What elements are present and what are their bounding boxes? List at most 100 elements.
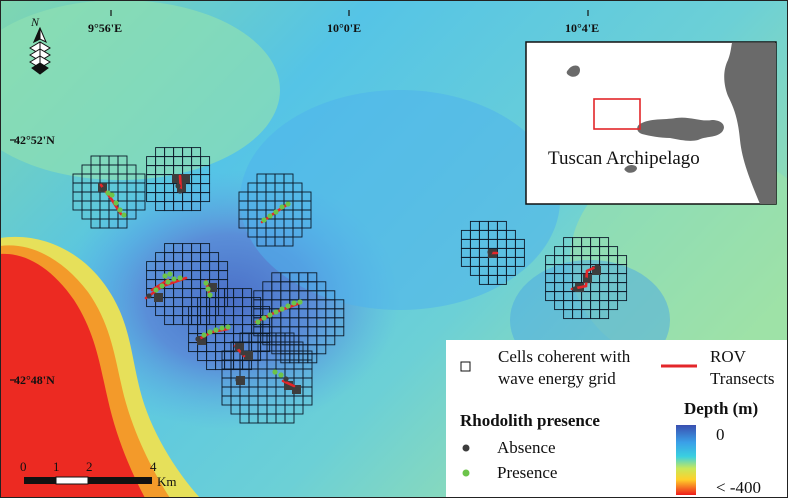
presence-point <box>225 324 231 330</box>
coast-red-band <box>0 253 145 498</box>
absence-point <box>234 344 240 350</box>
presence-point <box>285 303 291 309</box>
highlighted-cell <box>181 174 190 183</box>
legend-rov-label: ROV <box>710 347 747 366</box>
highlighted-cell <box>284 381 293 390</box>
presence-point <box>113 200 119 206</box>
absence-point <box>146 293 152 299</box>
highlighted-cell <box>292 385 301 394</box>
presence-point <box>117 207 123 213</box>
presence-point <box>167 271 173 277</box>
presence-point <box>201 332 207 338</box>
latitude-label: 42°52'N <box>14 133 55 147</box>
absence-point <box>594 264 600 270</box>
graticule-top: 9°56'E 10°0'E 10°4'E 42°52'N 42°48'N <box>10 10 599 387</box>
shallow-patch <box>0 0 280 180</box>
presence-point <box>207 329 213 335</box>
grid-cell <box>200 192 211 203</box>
inset-elba <box>637 117 724 141</box>
grid-cell <box>135 200 146 211</box>
longitude-label: 9°56'E <box>88 21 122 35</box>
highlighted-cell <box>592 266 601 275</box>
presence-point <box>205 286 211 292</box>
inset-map: Tuscan Archipelago <box>525 41 777 205</box>
presence-point <box>213 327 219 333</box>
highlighted-cell <box>208 283 217 292</box>
depth-colorbar <box>676 425 696 495</box>
inset-mainland <box>724 43 776 204</box>
absence-swatch <box>462 444 470 452</box>
grid-cell <box>126 209 137 220</box>
presence-point <box>171 276 177 282</box>
grid-cell <box>302 395 313 406</box>
highlighted-cell <box>172 174 181 183</box>
grid-cell <box>242 360 253 371</box>
legend-cells-label: wave energy grid <box>498 369 616 388</box>
presence-point <box>261 217 267 223</box>
longitude-label: 10°0'E <box>327 21 361 35</box>
rhodolith-points <box>101 183 600 383</box>
scale-unit: Km <box>157 474 177 489</box>
grid-cell <box>293 404 304 415</box>
highlighted-cell <box>197 336 206 345</box>
absence-point <box>235 377 241 383</box>
grid-cell <box>608 300 619 311</box>
presence-point <box>291 300 297 306</box>
legend-depth-title: Depth (m) <box>684 399 758 418</box>
inset-island <box>624 165 637 173</box>
presence-point <box>121 212 127 218</box>
grid-cell <box>316 344 327 355</box>
scale-tick-label: 2 <box>86 459 93 474</box>
presence-point <box>285 201 291 207</box>
absence-point <box>240 350 246 356</box>
presence-point <box>297 299 303 305</box>
absence-point <box>572 286 578 292</box>
presence-point <box>273 209 279 215</box>
inset-island <box>566 65 580 77</box>
presence-point <box>105 190 111 196</box>
longitude-label: 10°4'E <box>565 21 599 35</box>
grid-cell <box>617 291 628 302</box>
absence-point <box>101 186 107 192</box>
legend-absence-label: Absence <box>497 438 556 457</box>
legend-cells-label: Cells coherent with <box>498 347 631 366</box>
grid-cell <box>496 274 507 285</box>
presence-point <box>162 273 168 279</box>
depth-max-label: 0 <box>716 425 725 444</box>
presence-point <box>273 309 279 315</box>
presence-point <box>279 204 285 210</box>
depth-min-label: < -400 <box>716 478 761 497</box>
grid-cell <box>514 256 525 267</box>
presence-point <box>177 275 183 281</box>
grid-cell <box>292 227 303 238</box>
legend-rhodolith-title: Rhodolith presence <box>460 411 600 430</box>
legend-rov-label: Transects <box>710 369 775 388</box>
scale-bar: 0 1 2 4 Km <box>20 459 177 489</box>
presence-swatch <box>462 469 470 477</box>
grid-cell <box>301 218 312 229</box>
grid-cell <box>283 236 294 247</box>
absence-point <box>177 188 183 194</box>
presence-point <box>267 312 273 318</box>
grid-cell <box>325 335 336 346</box>
legend-panel: Cells coherent with wave energy grid ROV… <box>446 340 788 498</box>
highlighted-cell <box>244 351 253 360</box>
presence-point <box>109 192 115 198</box>
inset-study-area <box>593 98 641 130</box>
absence-point <box>175 183 181 189</box>
scale-tick-label: 1 <box>53 459 60 474</box>
grid-cell <box>117 218 128 229</box>
presence-point <box>279 306 285 312</box>
presence-point <box>207 292 213 298</box>
grid-cell <box>334 326 345 337</box>
absence-point <box>283 376 289 382</box>
presence-point <box>165 279 171 285</box>
presence-point <box>278 372 284 378</box>
absence-point <box>195 336 201 342</box>
legend-presence-label: Presence <box>497 463 557 482</box>
absence-point <box>583 277 589 283</box>
grid-cell <box>260 342 271 353</box>
north-arrow-icon <box>29 26 51 75</box>
north-arrow-label: N <box>30 15 40 29</box>
